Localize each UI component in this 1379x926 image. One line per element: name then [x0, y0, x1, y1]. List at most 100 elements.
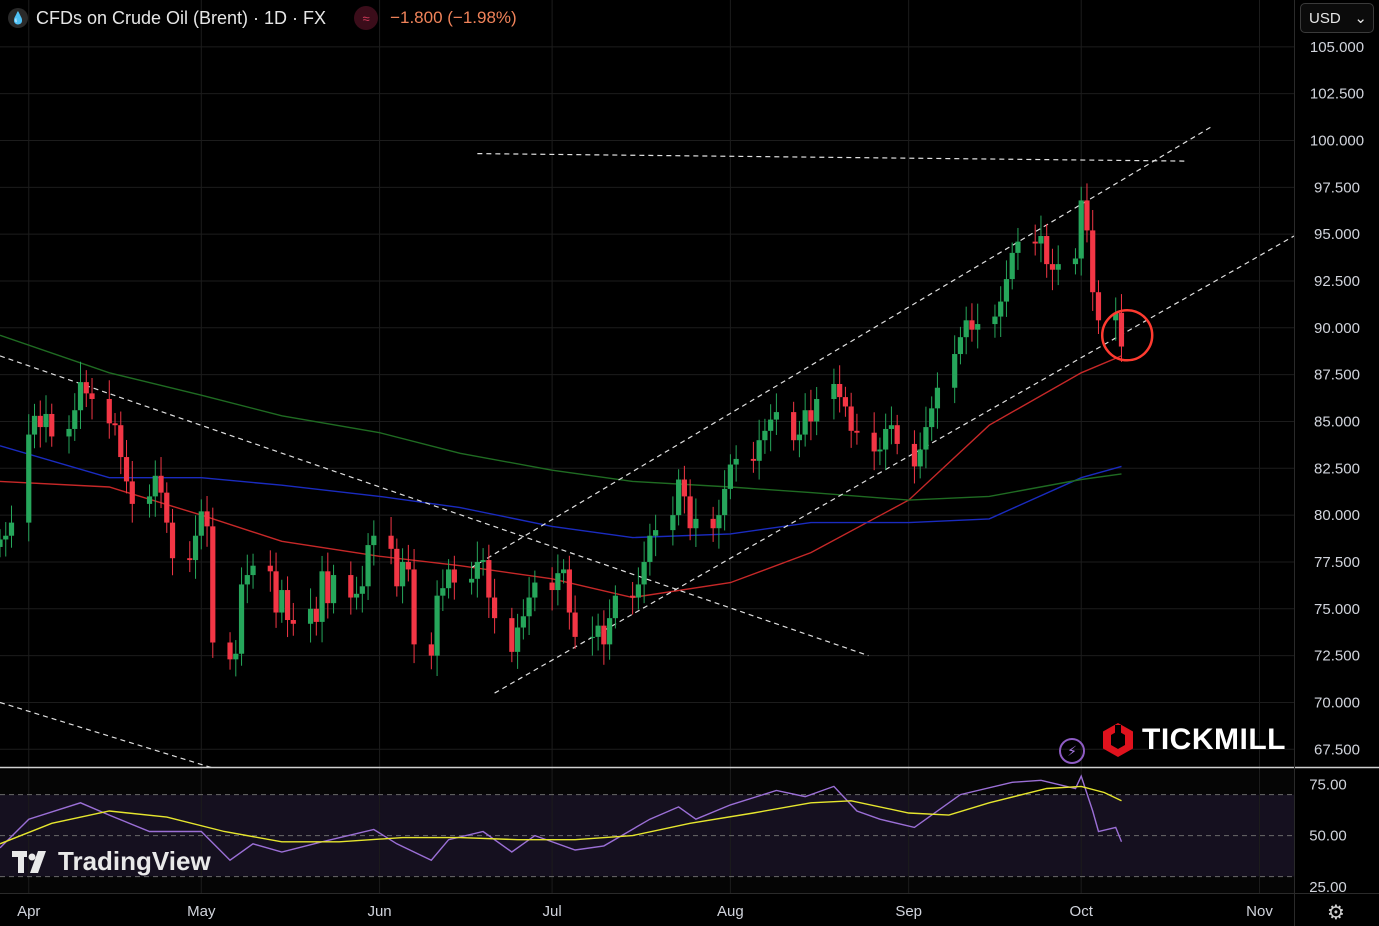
candle[interactable] — [733, 445, 739, 482]
candle[interactable] — [641, 541, 647, 604]
candle[interactable] — [549, 567, 555, 611]
candle[interactable] — [515, 613, 521, 669]
candle[interactable] — [486, 544, 492, 618]
candle[interactable] — [894, 414, 900, 455]
candle[interactable] — [831, 368, 837, 420]
candle[interactable] — [49, 403, 55, 447]
candle[interactable] — [210, 507, 216, 658]
candle[interactable] — [693, 498, 699, 547]
candle[interactable] — [871, 412, 877, 471]
candle[interactable] — [561, 559, 567, 584]
candle[interactable] — [566, 555, 572, 630]
candle[interactable] — [77, 361, 84, 429]
trendline-0[interactable] — [0, 355, 869, 657]
candle[interactable] — [595, 613, 601, 651]
candle[interactable] — [313, 596, 319, 636]
candle[interactable] — [198, 499, 204, 550]
candle[interactable] — [411, 549, 417, 664]
candle[interactable] — [526, 577, 532, 636]
candle[interactable] — [975, 303, 981, 349]
candle[interactable] — [43, 395, 49, 443]
candle[interactable] — [112, 413, 118, 436]
candle[interactable] — [842, 386, 849, 417]
candle[interactable] — [768, 404, 774, 452]
candle[interactable] — [273, 552, 279, 628]
candle[interactable] — [1003, 260, 1010, 317]
candle[interactable] — [952, 335, 958, 404]
candle[interactable] — [607, 599, 613, 660]
candle[interactable] — [998, 286, 1004, 337]
candle[interactable] — [26, 414, 32, 542]
candle[interactable] — [1038, 215, 1044, 263]
candle[interactable] — [325, 552, 331, 619]
candle[interactable] — [146, 484, 153, 518]
candle[interactable] — [612, 585, 618, 629]
candle[interactable] — [394, 538, 400, 597]
candle[interactable] — [917, 432, 923, 479]
candle[interactable] — [722, 470, 728, 531]
trendline-4[interactable] — [494, 235, 1295, 694]
candle[interactable] — [796, 420, 803, 458]
candle[interactable] — [814, 386, 820, 436]
candle[interactable] — [589, 616, 595, 656]
candle[interactable] — [555, 554, 561, 606]
candle[interactable] — [687, 479, 693, 541]
candle[interactable] — [791, 401, 797, 451]
candle[interactable] — [1084, 183, 1090, 243]
candle[interactable] — [1015, 227, 1021, 270]
candle[interactable] — [750, 441, 756, 473]
candle[interactable] — [681, 465, 687, 514]
candle[interactable] — [727, 454, 733, 500]
candle[interactable] — [267, 550, 273, 592]
candle[interactable] — [474, 541, 480, 598]
candle[interactable] — [348, 561, 354, 615]
candle[interactable] — [238, 567, 245, 666]
candle[interactable] — [480, 548, 486, 576]
market-status-icon[interactable]: ≈ — [354, 6, 379, 30]
candle[interactable] — [123, 440, 130, 494]
candle[interactable] — [601, 610, 607, 665]
candle[interactable] — [284, 576, 291, 638]
candle[interactable] — [1118, 294, 1125, 362]
candle[interactable] — [773, 393, 779, 435]
candle[interactable] — [1072, 248, 1079, 275]
candle[interactable] — [353, 576, 360, 610]
candle[interactable] — [888, 406, 895, 445]
lightning-icon[interactable]: ⚡ — [1059, 738, 1085, 764]
candle[interactable] — [250, 553, 256, 589]
candle[interactable] — [72, 393, 78, 441]
symbol-title[interactable]: CFDs on Crude Oil (Brent) · 1D · FX — [36, 7, 327, 28]
candle[interactable] — [187, 541, 193, 573]
candle[interactable] — [169, 508, 176, 576]
candle[interactable] — [676, 469, 682, 526]
candle[interactable] — [630, 581, 636, 615]
trendline-1[interactable] — [0, 701, 213, 769]
candle[interactable] — [468, 561, 475, 595]
candle[interactable] — [520, 599, 526, 640]
candle[interactable] — [653, 514, 659, 557]
candle[interactable] — [89, 378, 95, 420]
candle[interactable] — [152, 460, 158, 517]
candle[interactable] — [756, 419, 762, 480]
candle[interactable] — [716, 499, 722, 549]
candle[interactable] — [330, 564, 337, 614]
candle[interactable] — [1095, 280, 1102, 334]
candle[interactable] — [762, 418, 768, 454]
candle[interactable] — [1049, 248, 1056, 291]
candle[interactable] — [365, 533, 371, 600]
candle[interactable] — [923, 406, 929, 469]
candle[interactable] — [158, 457, 164, 509]
candle[interactable] — [164, 482, 170, 533]
candle[interactable] — [1055, 245, 1061, 286]
candle[interactable] — [802, 393, 808, 447]
candle[interactable] — [532, 570, 538, 612]
candle[interactable] — [307, 588, 314, 643]
candle[interactable] — [491, 578, 498, 634]
candle[interactable] — [204, 496, 210, 547]
candle[interactable] — [8, 505, 15, 548]
gear-icon[interactable]: ⚙ — [1327, 902, 1345, 924]
candle[interactable] — [1044, 224, 1050, 278]
candle[interactable] — [670, 496, 676, 546]
candle[interactable] — [451, 555, 457, 600]
candle[interactable] — [66, 415, 72, 454]
